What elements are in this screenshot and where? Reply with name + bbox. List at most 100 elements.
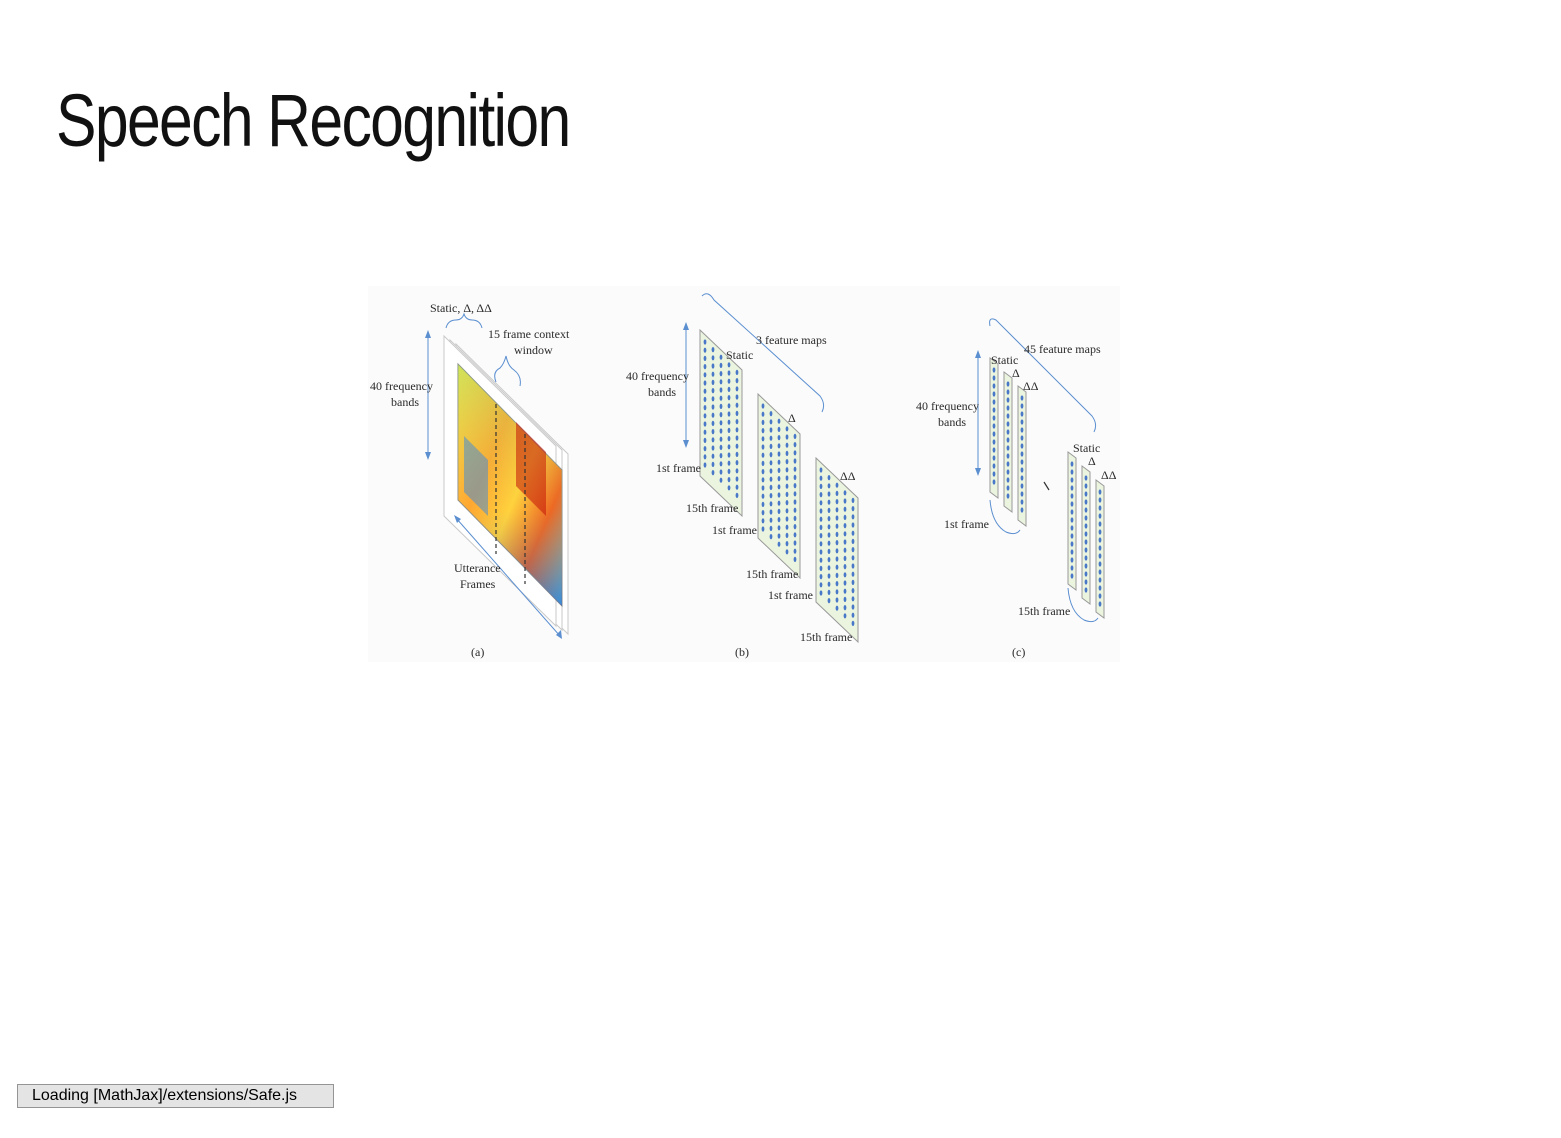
feature-dot (711, 379, 715, 385)
feature-dot (1070, 565, 1074, 571)
feature-dot (761, 403, 765, 409)
feature-dot (1006, 493, 1010, 499)
feature-dot (777, 500, 781, 506)
feature-dot (769, 517, 773, 523)
feature-dot (1098, 505, 1102, 511)
feature-dot (1070, 477, 1074, 483)
feature-dot (719, 469, 723, 475)
feature-dot (735, 435, 739, 441)
feature-dot (735, 386, 739, 392)
feature-dot (711, 363, 715, 369)
feature-dot (827, 573, 831, 579)
feature-dot (711, 429, 715, 435)
feature-dot (1006, 389, 1010, 395)
feature-dot (1070, 517, 1074, 523)
feature-dot (711, 445, 715, 451)
feature-dot (843, 572, 847, 578)
feature-dot (1084, 515, 1088, 521)
feature-dot (827, 565, 831, 571)
feature-dot (735, 451, 739, 457)
feature-dot (727, 395, 731, 401)
feature-dot (1006, 413, 1010, 419)
feature-dot (1084, 483, 1088, 489)
feature-dot (851, 588, 855, 594)
label-first-frame-b3: 1st frame (768, 588, 813, 602)
feature-dot (1084, 563, 1088, 569)
feature-dot (769, 443, 773, 449)
feature-dot (1070, 557, 1074, 563)
feature-dot (785, 500, 789, 506)
feature-dot (769, 452, 773, 458)
feature-dot (992, 423, 996, 429)
feature-dot (819, 582, 823, 588)
feature-dot (793, 532, 797, 538)
feature-dot (851, 604, 855, 610)
feature-dot (785, 475, 789, 481)
feature-dot (793, 442, 797, 448)
feature-dot (785, 549, 789, 555)
feature-dot (735, 460, 739, 466)
feature-dot (727, 427, 731, 433)
feature-dot (1084, 571, 1088, 577)
feature-dot (727, 370, 731, 376)
feature-dot (711, 396, 715, 402)
feature-dot (769, 525, 773, 531)
panel-a: Static, Δ, ΔΔ 15 frame context window 40… (370, 301, 570, 659)
feature-dot (777, 541, 781, 547)
feature-dot (761, 526, 765, 532)
feature-dot (1098, 585, 1102, 591)
feature-dot (1098, 569, 1102, 575)
feature-dot (819, 492, 823, 498)
feature-dot (851, 522, 855, 528)
feature-dot (785, 516, 789, 522)
feature-dot (793, 491, 797, 497)
feature-dot (719, 461, 723, 467)
feature-dots-c (992, 367, 1102, 607)
feature-dot (719, 412, 723, 418)
feature-dot (719, 403, 723, 409)
feature-dot (777, 525, 781, 531)
label-static-c2: Static (1073, 441, 1100, 455)
feature-dot (819, 565, 823, 571)
feature-dot (1006, 453, 1010, 459)
label-maps-b: 3 feature maps (756, 333, 827, 347)
feature-dot (843, 613, 847, 619)
feature-dot (1006, 405, 1010, 411)
feature-dot (793, 474, 797, 480)
label-delta-c2: Δ (1088, 454, 1096, 468)
feature-dot (851, 555, 855, 561)
feature-dot (827, 589, 831, 595)
feature-dot (1020, 427, 1024, 433)
feature-dot (1020, 395, 1024, 401)
feature-dot (819, 483, 823, 489)
feature-dot (727, 468, 731, 474)
feature-dot (777, 443, 781, 449)
feature-dot (827, 516, 831, 522)
feature-dot (711, 388, 715, 394)
feature-dot (1070, 461, 1074, 467)
feature-dot (1020, 443, 1024, 449)
feature-dot (992, 431, 996, 437)
feature-dot (827, 557, 831, 563)
feature-dot (761, 411, 765, 417)
feature-dot (777, 508, 781, 514)
feature-dot (785, 434, 789, 440)
feature-dot (827, 598, 831, 604)
feature-dot (843, 514, 847, 520)
label-first-frame-b1: 1st frame (656, 461, 701, 475)
feature-dot (711, 347, 715, 353)
feature-dot (793, 433, 797, 439)
label-deltadelta-c1: ΔΔ (1023, 379, 1039, 393)
feature-dot (1020, 491, 1024, 497)
feature-dot (719, 362, 723, 368)
feature-dot (727, 444, 731, 450)
label-fifteenth-frame-b2: 15th frame (746, 567, 798, 581)
feature-dot (719, 395, 723, 401)
feature-dot (992, 375, 996, 381)
feature-dot (843, 523, 847, 529)
feature-dot (843, 498, 847, 504)
feature-dot (761, 510, 765, 516)
feature-dot (843, 588, 847, 594)
feature-dot (719, 477, 723, 483)
feature-dot (711, 453, 715, 459)
